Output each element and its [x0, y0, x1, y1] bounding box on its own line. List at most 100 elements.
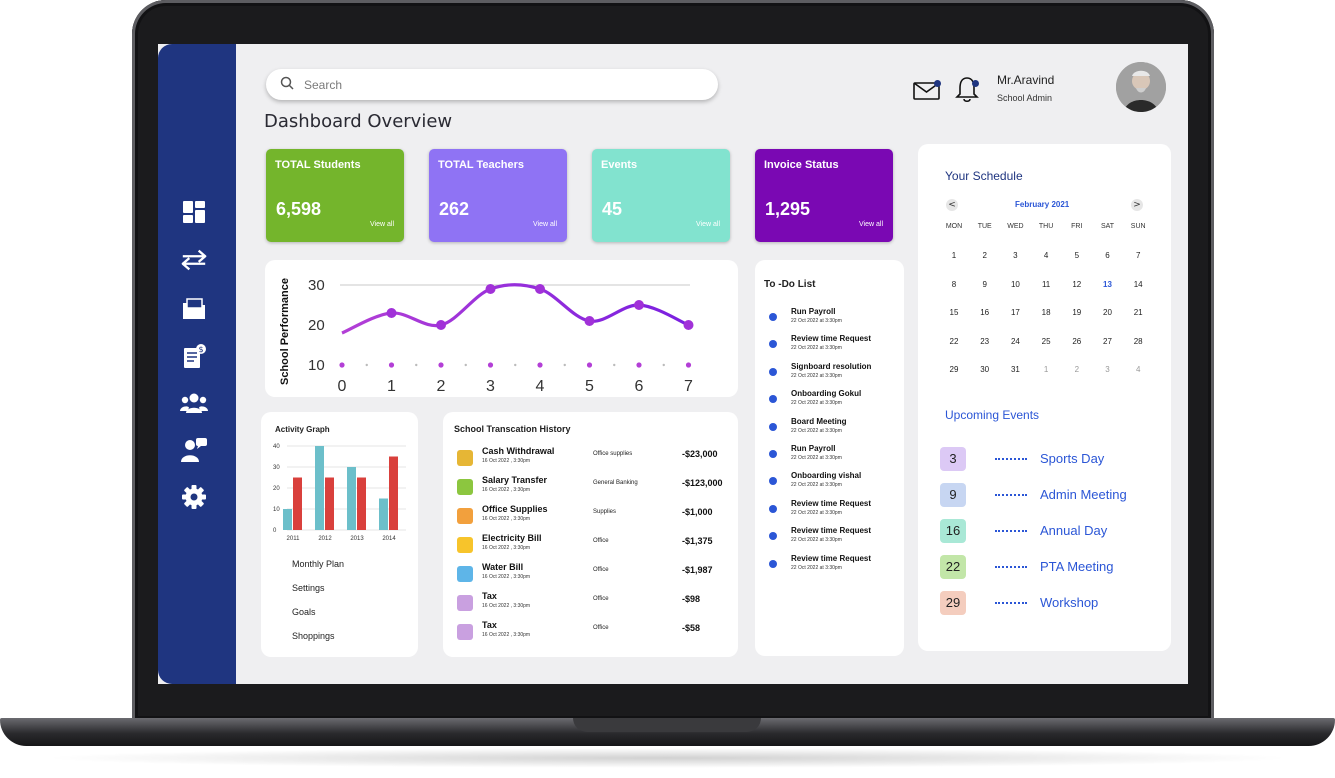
transaction-row[interactable]: Office Supplies 16 Oct 2022 , 3:30pm Suppl… [455, 504, 735, 530]
view-all-link[interactable]: View all [533, 221, 557, 228]
transaction-row[interactable]: Cash Withdrawal 16 Oct 2022 , 3:30pm Offic… [455, 446, 735, 472]
activity-bar[interactable] [325, 477, 334, 531]
stat-card-invoice[interactable]: Invoice Status 1,295 View all [755, 149, 893, 242]
avatar[interactable] [1116, 62, 1166, 112]
calendar-day[interactable]: 28 [1133, 336, 1143, 346]
calendar-day[interactable]: 20 [1103, 308, 1112, 318]
todo-item[interactable]: Review time Request 22 Oct 2022 at 3:30pm [765, 526, 905, 550]
menu-item-monthly-plan[interactable]: Monthly Plan [292, 559, 345, 569]
activity-bar[interactable] [315, 446, 324, 530]
settings-icon[interactable] [180, 483, 208, 511]
performance-point[interactable] [683, 320, 694, 330]
activity-bar[interactable] [283, 509, 292, 530]
todo-item[interactable]: Board Meeting 22 Oct 2022 at 3:30pm [765, 417, 905, 441]
performance-point[interactable] [436, 320, 446, 330]
calendar-day[interactable]: 5 [1074, 251, 1080, 260]
menu-item-goals[interactable]: Goals [292, 607, 316, 617]
calendar-day[interactable]: 2 [982, 251, 987, 260]
search-bar[interactable] [266, 69, 718, 100]
calendar-day[interactable]: 14 [1133, 279, 1143, 289]
calendar-day[interactable]: 4 [1043, 251, 1049, 260]
todo-item[interactable]: Onboarding vishal 22 Oct 2022 at 3:30pm [765, 471, 905, 495]
transfer-icon[interactable] [180, 246, 208, 274]
calendar-day[interactable]: 13 [1103, 279, 1112, 289]
calendar-day[interactable]: 19 [1072, 308, 1082, 318]
menu-item-settings[interactable]: Settings [292, 583, 325, 593]
invoice-icon[interactable]: $ [180, 342, 208, 370]
calendar-day[interactable]: 31 [1010, 365, 1020, 375]
calendar-day[interactable]: 29 [949, 365, 959, 375]
todo-item[interactable]: Run Payroll 22 Oct 2022 at 3:30pm [765, 307, 905, 331]
calendar-day[interactable]: 21 [1133, 308, 1143, 318]
view-all-link[interactable]: View all [370, 221, 394, 228]
calendar-day[interactable]: 6 [1105, 251, 1110, 260]
activity-bar[interactable] [293, 477, 302, 531]
performance-point[interactable] [634, 300, 644, 310]
event-item[interactable]: 16 Annual Day [940, 519, 1150, 545]
calendar-day[interactable]: 24 [1010, 336, 1020, 346]
todo-item[interactable]: Run Payroll 22 Oct 2022 at 3:30pm [765, 444, 905, 468]
activity-bar[interactable] [379, 498, 388, 531]
todo-item[interactable]: Review time Request 22 Oct 2022 at 3:30pm [765, 554, 905, 578]
calendar-day[interactable]: 15 [949, 308, 959, 318]
performance-point[interactable] [535, 284, 545, 294]
transaction-row[interactable]: Tax 16 Oct 2022 , 3:30pm Office -$58 [455, 620, 735, 646]
transaction-row[interactable]: Tax 16 Oct 2022 , 3:30pm Office -$98 [455, 591, 735, 617]
event-item[interactable]: 22 PTA Meeting [940, 555, 1150, 581]
calendar-day[interactable]: 22 [949, 336, 959, 346]
calendar-day[interactable]: 9 [982, 279, 987, 289]
menu-item-shoppings[interactable]: Shoppings [292, 631, 335, 641]
activity-bar[interactable] [357, 477, 366, 531]
calendar-day[interactable]: 16 [980, 308, 990, 318]
calendar-day[interactable]: 12 [1072, 279, 1082, 289]
view-all-link[interactable]: View all [696, 221, 720, 228]
search-input[interactable] [304, 77, 684, 92]
next-month-button[interactable]: > [1131, 199, 1143, 211]
calendar-day[interactable]: 4 [1135, 365, 1141, 375]
view-all-link[interactable]: View all [859, 221, 883, 228]
activity-bar[interactable] [347, 467, 356, 530]
calendar-day[interactable]: 30 [980, 365, 990, 375]
transaction-row[interactable]: Water Bill 16 Oct 2022 , 3:30pm Office -$1,… [455, 562, 735, 588]
calendar-day[interactable]: 1 [951, 251, 957, 260]
bell-icon[interactable] [955, 75, 981, 107]
transaction-row[interactable]: Electricity Bill 16 Oct 2022 , 3:30pm Offi… [455, 533, 735, 559]
stat-card-students[interactable]: TOTAL Students 6,598 View all [266, 149, 404, 242]
calendar-day[interactable]: 3 [1013, 251, 1018, 260]
todo-item[interactable]: Review time Request 22 Oct 2022 at 3:30pm [765, 334, 905, 358]
event-item[interactable]: 29 Workshop [940, 591, 1150, 617]
todo-name: Review time Request [791, 553, 872, 563]
calendar-day[interactable]: 3 [1105, 365, 1110, 375]
calendar-day[interactable]: 27 [1103, 336, 1112, 346]
mail-icon[interactable] [913, 80, 941, 104]
todo-name: Onboarding Gokul [791, 389, 862, 399]
activity-bar[interactable] [389, 456, 398, 531]
calendar-day[interactable]: 11 [1041, 279, 1051, 289]
prev-month-button[interactable]: < [946, 199, 958, 211]
performance-point[interactable] [584, 316, 595, 326]
calendar-day[interactable]: 2 [1074, 365, 1080, 375]
calendar-day[interactable]: 8 [951, 279, 957, 289]
calendar-day[interactable]: 10 [1010, 279, 1020, 289]
users-icon[interactable] [180, 389, 208, 417]
stat-card-teachers[interactable]: TOTAL Teachers 262 View all [429, 149, 567, 242]
performance-point[interactable] [386, 308, 397, 318]
calendar-day[interactable]: 23 [980, 336, 990, 346]
calendar-day[interactable]: 18 [1041, 308, 1051, 318]
calendar-day[interactable]: 7 [1135, 251, 1141, 260]
folder-icon[interactable] [180, 295, 208, 323]
calendar-day[interactable]: 1 [1043, 365, 1049, 375]
todo-item[interactable]: Onboarding Gokul 22 Oct 2022 at 3:30pm [765, 389, 905, 413]
calendar-day[interactable]: 25 [1041, 336, 1051, 346]
calendar-day[interactable]: 17 [1010, 308, 1020, 318]
calendar-day[interactable]: 26 [1072, 336, 1082, 346]
performance-point[interactable] [485, 284, 496, 294]
transaction-row[interactable]: Salary Transfer 16 Oct 2022 , 3:30pm Gener… [455, 475, 735, 501]
dashboard-icon[interactable] [180, 198, 208, 226]
teacher-icon[interactable] [180, 436, 208, 464]
event-item[interactable]: 9 Admin Meeting [940, 483, 1150, 509]
event-item[interactable]: 3 Sports Day [940, 447, 1150, 473]
todo-item[interactable]: Signboard resolution 22 Oct 2022 at 3:30p… [765, 362, 905, 386]
stat-card-events[interactable]: Events 45 View all [592, 149, 730, 242]
todo-item[interactable]: Review time Request 22 Oct 2022 at 3:30pm [765, 499, 905, 523]
